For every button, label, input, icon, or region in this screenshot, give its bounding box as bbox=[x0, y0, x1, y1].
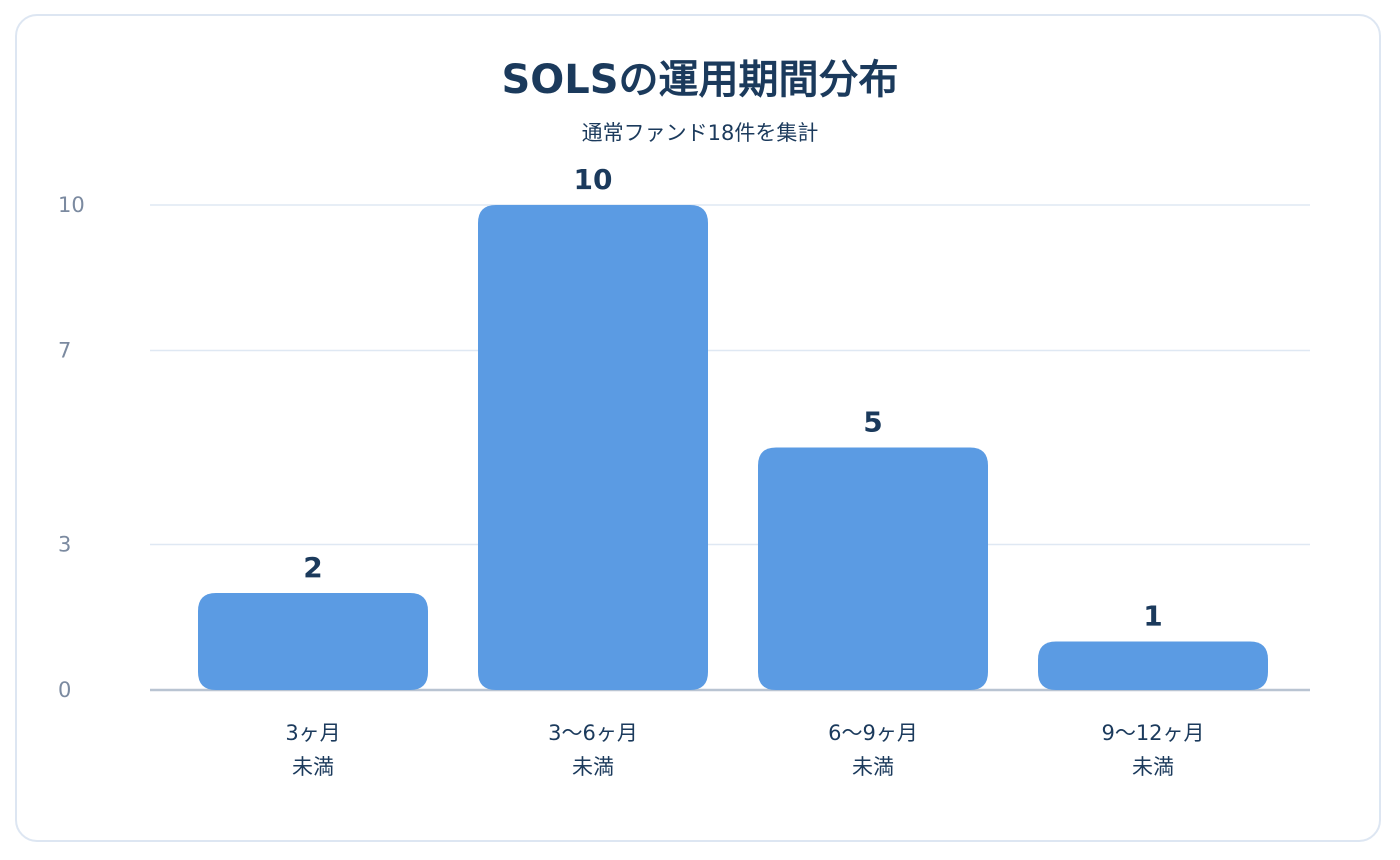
data-label: 10 bbox=[574, 163, 613, 196]
x-tick-label: 3ヶ月 bbox=[285, 721, 340, 745]
y-tick-label: 10 bbox=[58, 193, 85, 217]
y-tick-label: 3 bbox=[58, 533, 71, 557]
x-tick-label: 6〜9ヶ月 bbox=[828, 721, 918, 745]
x-tick-label: 3〜6ヶ月 bbox=[548, 721, 638, 745]
chart-subtitle: 通常ファンド18件を集計 bbox=[581, 121, 819, 145]
x-tick-label: 未満 bbox=[292, 755, 334, 779]
x-tick-label: 未満 bbox=[572, 755, 614, 779]
data-label: 2 bbox=[303, 551, 322, 584]
bar bbox=[1038, 641, 1268, 690]
data-label: 5 bbox=[863, 406, 882, 439]
x-tick-label: 未満 bbox=[1132, 755, 1174, 779]
x-tick-label: 9〜12ヶ月 bbox=[1101, 721, 1204, 745]
chart-title: SOLSの運用期間分布 bbox=[501, 57, 899, 103]
bar bbox=[758, 447, 988, 690]
y-tick-label: 0 bbox=[58, 678, 71, 702]
data-label: 1 bbox=[1143, 600, 1162, 633]
bar bbox=[478, 205, 708, 690]
x-tick-label: 未満 bbox=[852, 755, 894, 779]
y-tick-label: 7 bbox=[58, 339, 71, 363]
bar bbox=[198, 593, 428, 690]
